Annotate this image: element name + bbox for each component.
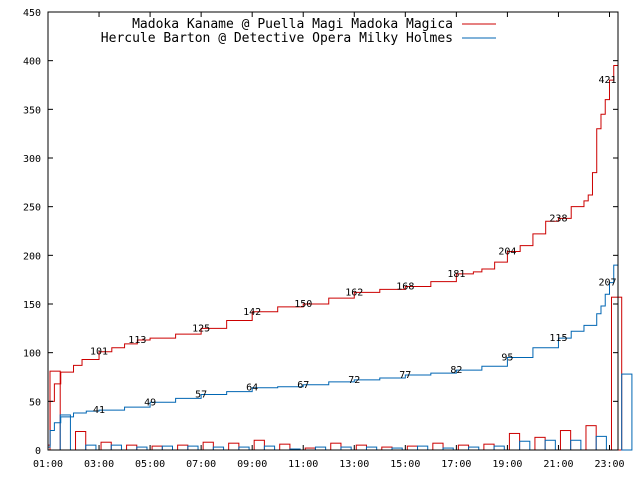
data-label: 162 — [345, 287, 363, 298]
data-labels-layer: 101 113 125 142 150 162 168 181 204 238 421 41 49 57 6… — [90, 75, 617, 416]
x-tick-label: 17:00 — [441, 459, 471, 470]
legend: Madoka Kaname @ Puella Magi Madoka Magic… — [101, 17, 496, 46]
y-tick-label: 150 — [23, 300, 41, 311]
data-label: 95 — [501, 353, 513, 364]
data-label: 41 — [93, 405, 105, 416]
x-tick-label: 03:00 — [84, 459, 114, 470]
data-label: 82 — [450, 365, 462, 376]
y-axis: 0 50 100 150 200 250 300 350 400 450 — [23, 8, 618, 457]
x-axis: 01:00 03:00 05:00 07:00 09:00 11:00 13:00 15:00… — [33, 12, 625, 470]
y-tick-label: 50 — [29, 397, 41, 408]
data-label: 168 — [396, 281, 414, 292]
y-tick-label: 200 — [23, 251, 41, 262]
data-label: 64 — [246, 383, 258, 394]
x-tick-label: 05:00 — [135, 459, 165, 470]
data-label: 207 — [598, 278, 616, 289]
legend-label-hercule: Hercule Barton @ Detective Opera Milky H… — [101, 31, 453, 46]
data-label: 113 — [128, 335, 146, 346]
data-label: 49 — [144, 397, 156, 408]
x-tick-label: 07:00 — [186, 459, 216, 470]
data-label: 181 — [447, 269, 465, 280]
x-tick-label: 23:00 — [594, 459, 624, 470]
data-label: 72 — [348, 375, 360, 386]
x-tick-label: 01:00 — [33, 459, 63, 470]
data-label: 204 — [498, 246, 516, 257]
line-madoka — [48, 40, 619, 446]
x-tick-label: 09:00 — [237, 459, 267, 470]
data-label: 142 — [243, 307, 261, 318]
data-label: 238 — [549, 213, 567, 224]
x-tick-label: 13:00 — [339, 459, 369, 470]
y-tick-label: 250 — [23, 203, 41, 214]
x-tick-label: 15:00 — [390, 459, 420, 470]
data-label: 101 — [90, 347, 108, 358]
data-label: 77 — [399, 370, 411, 381]
lines-layer — [48, 40, 619, 448]
y-tick-label: 0 — [35, 446, 41, 457]
y-tick-label: 100 — [23, 349, 41, 360]
data-label: 57 — [195, 390, 207, 401]
data-label: 67 — [297, 380, 309, 391]
data-label: 115 — [549, 333, 567, 344]
line-hercule — [48, 248, 619, 448]
y-tick-label: 300 — [23, 154, 41, 165]
plot-frame — [47, 11, 619, 451]
data-label: 421 — [598, 75, 616, 86]
y-tick-label: 450 — [23, 8, 41, 19]
x-tick-label: 19:00 — [492, 459, 522, 470]
legend-label-madoka: Madoka Kaname @ Puella Magi Madoka Magic… — [132, 17, 453, 32]
data-label: 125 — [192, 323, 210, 334]
y-tick-label: 350 — [23, 105, 41, 116]
x-tick-label: 21:00 — [543, 459, 573, 470]
y-tick-label: 400 — [23, 57, 41, 68]
x-tick-label: 11:00 — [288, 459, 318, 470]
data-label: 150 — [294, 299, 312, 310]
bar-hercule — [621, 373, 633, 451]
